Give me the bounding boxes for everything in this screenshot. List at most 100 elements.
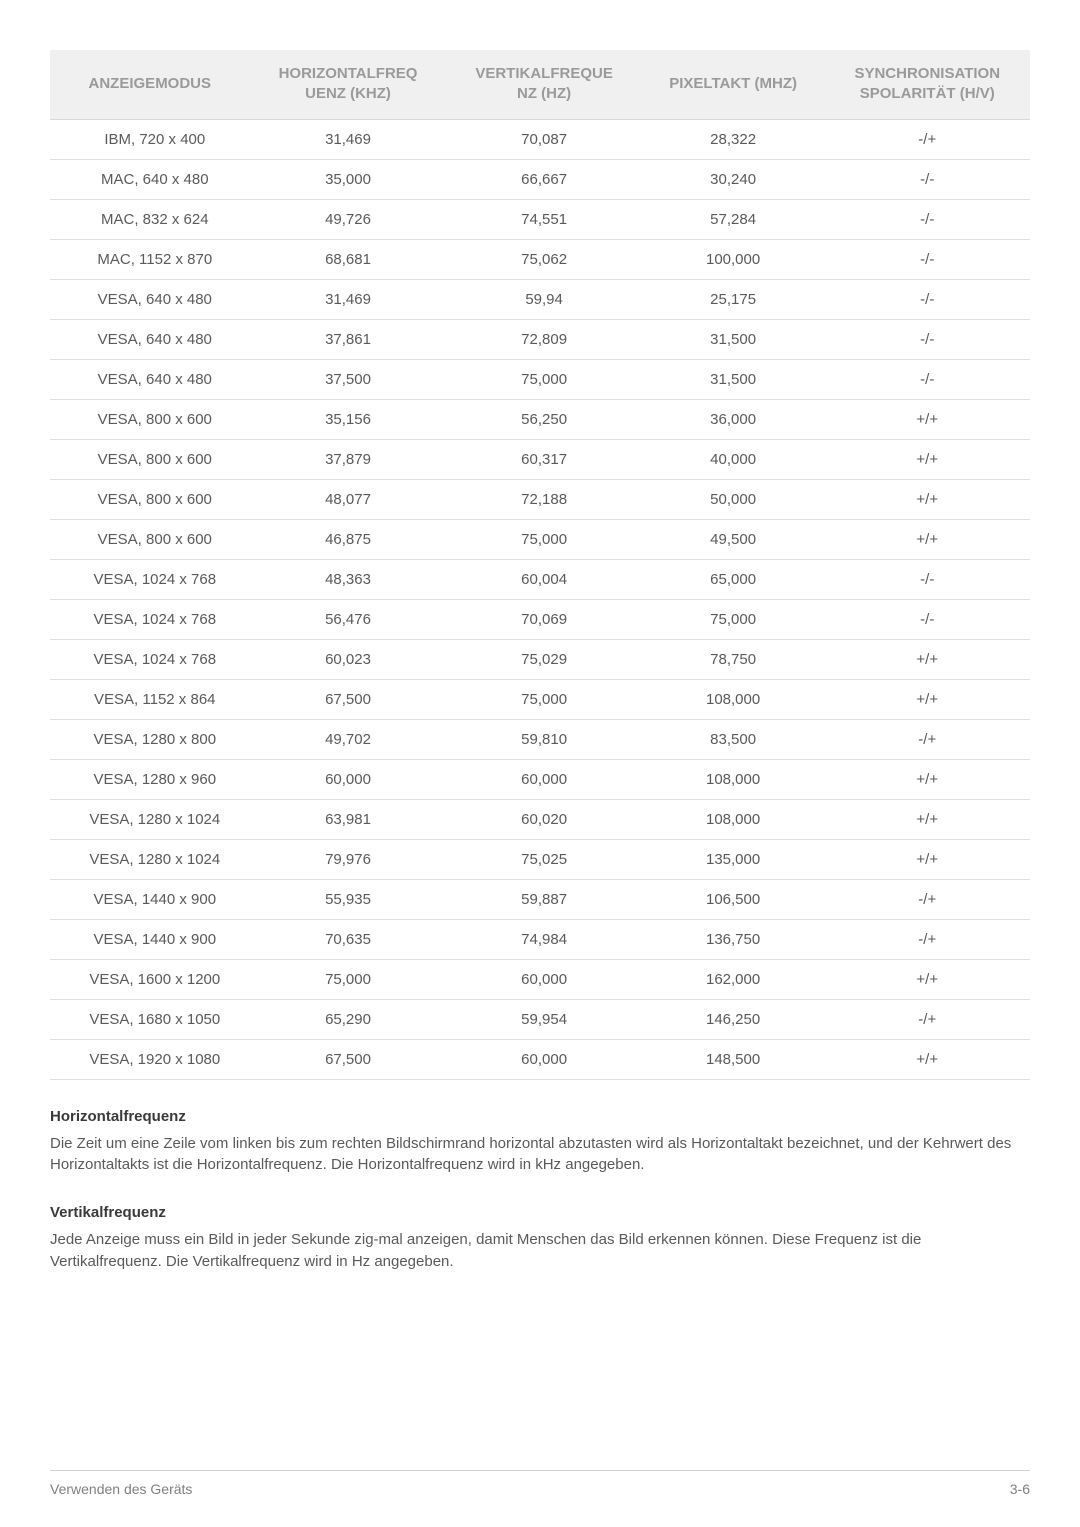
table-cell: VESA, 800 x 600 <box>50 479 250 519</box>
table-cell: +/+ <box>825 479 1030 519</box>
page-footer: Verwenden des Geräts 3-6 <box>50 1470 1030 1497</box>
table-cell: +/+ <box>825 399 1030 439</box>
table-cell: VESA, 800 x 600 <box>50 519 250 559</box>
table-cell: 37,879 <box>250 439 447 479</box>
table-cell: -/+ <box>825 719 1030 759</box>
table-row: IBM, 720 x 40031,46970,08728,322-/+ <box>50 119 1030 159</box>
table-row: VESA, 1600 x 120075,00060,000162,000+/+ <box>50 959 1030 999</box>
table-cell: 70,635 <box>250 919 447 959</box>
table-cell: 31,500 <box>642 319 825 359</box>
table-cell: VESA, 1024 x 768 <box>50 599 250 639</box>
table-cell: 30,240 <box>642 159 825 199</box>
table-cell: VESA, 1280 x 1024 <box>50 839 250 879</box>
table-cell: 28,322 <box>642 119 825 159</box>
vfreq-heading: Vertikalfrequenz <box>50 1204 1030 1221</box>
table-cell: 60,000 <box>447 759 642 799</box>
table-cell: 35,156 <box>250 399 447 439</box>
table-cell: 56,476 <box>250 599 447 639</box>
table-cell: 57,284 <box>642 199 825 239</box>
table-row: VESA, 800 x 60048,07772,18850,000+/+ <box>50 479 1030 519</box>
table-cell: 31,469 <box>250 279 447 319</box>
table-cell: VESA, 640 x 480 <box>50 279 250 319</box>
table-cell: -/+ <box>825 999 1030 1039</box>
table-cell: -/+ <box>825 919 1030 959</box>
table-cell: 60,000 <box>447 959 642 999</box>
table-cell: 60,023 <box>250 639 447 679</box>
table-cell: 48,077 <box>250 479 447 519</box>
table-cell: 72,809 <box>447 319 642 359</box>
table-cell: +/+ <box>825 959 1030 999</box>
table-cell: 49,726 <box>250 199 447 239</box>
table-row: MAC, 832 x 62449,72674,55157,284-/- <box>50 199 1030 239</box>
table-cell: +/+ <box>825 799 1030 839</box>
col-anzeigemodus: ANZEIGEMODUS <box>50 50 250 119</box>
table-row: VESA, 640 x 48037,86172,80931,500-/- <box>50 319 1030 359</box>
table-cell: 40,000 <box>642 439 825 479</box>
table-cell: 136,750 <box>642 919 825 959</box>
table-cell: VESA, 1680 x 1050 <box>50 999 250 1039</box>
table-cell: -/- <box>825 239 1030 279</box>
table-cell: +/+ <box>825 639 1030 679</box>
table-cell: 146,250 <box>642 999 825 1039</box>
table-cell: MAC, 1152 x 870 <box>50 239 250 279</box>
table-cell: 75,025 <box>447 839 642 879</box>
table-cell: 59,94 <box>447 279 642 319</box>
table-cell: 60,317 <box>447 439 642 479</box>
table-row: VESA, 1280 x 102479,97675,025135,000+/+ <box>50 839 1030 879</box>
table-row: VESA, 1152 x 86467,50075,000108,000+/+ <box>50 679 1030 719</box>
table-row: VESA, 1680 x 105065,29059,954146,250-/+ <box>50 999 1030 1039</box>
table-cell: 75,000 <box>642 599 825 639</box>
table-row: VESA, 640 x 48037,50075,00031,500-/- <box>50 359 1030 399</box>
table-row: VESA, 1024 x 76848,36360,00465,000-/- <box>50 559 1030 599</box>
col-horizontalfreq: HORIZONTALFREQUENZ (KHZ) <box>250 50 447 119</box>
table-cell: -/- <box>825 359 1030 399</box>
table-cell: 75,062 <box>447 239 642 279</box>
footer-right: 3-6 <box>1010 1481 1030 1497</box>
col-pixeltakt: PIXELTAKT (MHZ) <box>642 50 825 119</box>
table-cell: 106,500 <box>642 879 825 919</box>
table-cell: -/+ <box>825 879 1030 919</box>
table-cell: VESA, 1440 x 900 <box>50 919 250 959</box>
vfreq-text: Jede Anzeige muss ein Bild in jeder Seku… <box>50 1229 1030 1273</box>
table-row: VESA, 1440 x 90055,93559,887106,500-/+ <box>50 879 1030 919</box>
table-cell: 35,000 <box>250 159 447 199</box>
table-cell: 48,363 <box>250 559 447 599</box>
table-cell: VESA, 640 x 480 <box>50 319 250 359</box>
table-cell: 60,000 <box>250 759 447 799</box>
table-cell: VESA, 640 x 480 <box>50 359 250 399</box>
table-cell: 148,500 <box>642 1039 825 1079</box>
table-cell: 55,935 <box>250 879 447 919</box>
table-cell: 75,000 <box>447 519 642 559</box>
table-row: VESA, 800 x 60037,87960,31740,000+/+ <box>50 439 1030 479</box>
table-row: VESA, 1920 x 108067,50060,000148,500+/+ <box>50 1039 1030 1079</box>
table-cell: 100,000 <box>642 239 825 279</box>
col-vertikalfreq: VERTIKALFREQUENZ (HZ) <box>447 50 642 119</box>
table-cell: 68,681 <box>250 239 447 279</box>
table-cell: VESA, 1280 x 960 <box>50 759 250 799</box>
table-cell: 50,000 <box>642 479 825 519</box>
table-cell: -/- <box>825 199 1030 239</box>
table-cell: 78,750 <box>642 639 825 679</box>
table-cell: 74,984 <box>447 919 642 959</box>
table-cell: 59,954 <box>447 999 642 1039</box>
table-cell: 108,000 <box>642 759 825 799</box>
table-cell: 37,500 <box>250 359 447 399</box>
table-row: VESA, 1280 x 80049,70259,81083,500-/+ <box>50 719 1030 759</box>
table-cell: 67,500 <box>250 1039 447 1079</box>
col-syncpol: SYNCHRONISATIONSPOLARITÄT (H/V) <box>825 50 1030 119</box>
table-cell: 31,500 <box>642 359 825 399</box>
table-cell: +/+ <box>825 439 1030 479</box>
table-cell: 108,000 <box>642 799 825 839</box>
table-cell: 37,861 <box>250 319 447 359</box>
table-cell: 135,000 <box>642 839 825 879</box>
table-cell: MAC, 640 x 480 <box>50 159 250 199</box>
table-cell: 59,810 <box>447 719 642 759</box>
table-cell: -/- <box>825 599 1030 639</box>
table-cell: VESA, 1600 x 1200 <box>50 959 250 999</box>
table-cell: 72,188 <box>447 479 642 519</box>
table-cell: +/+ <box>825 1039 1030 1079</box>
table-cell: 70,069 <box>447 599 642 639</box>
hfreq-heading: Horizontalfrequenz <box>50 1108 1030 1125</box>
table-cell: 83,500 <box>642 719 825 759</box>
table-cell: VESA, 800 x 600 <box>50 399 250 439</box>
